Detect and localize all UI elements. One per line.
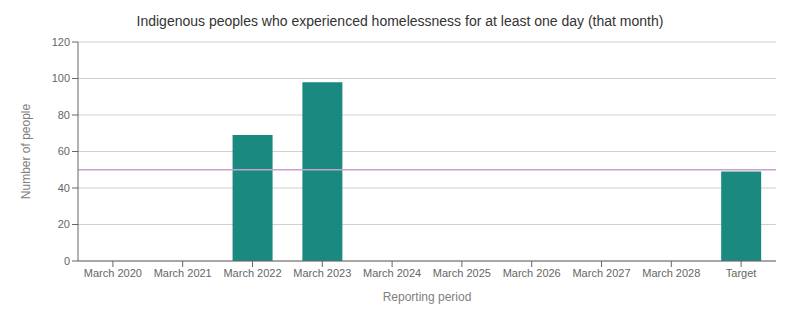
svg-text:March 2020: March 2020: [84, 267, 142, 279]
svg-text:March 2023: March 2023: [293, 267, 351, 279]
svg-text:Reporting period: Reporting period: [383, 290, 472, 304]
svg-text:March 2021: March 2021: [154, 267, 212, 279]
svg-text:0: 0: [64, 255, 70, 267]
svg-text:March 2026: March 2026: [503, 267, 561, 279]
svg-text:Target: Target: [726, 267, 757, 279]
svg-text:20: 20: [58, 218, 70, 230]
svg-text:80: 80: [58, 109, 70, 121]
svg-text:Number of people: Number of people: [19, 103, 33, 199]
svg-text:100: 100: [52, 72, 70, 84]
svg-text:120: 120: [52, 36, 70, 48]
svg-text:March 2028: March 2028: [642, 267, 700, 279]
svg-text:40: 40: [58, 182, 70, 194]
svg-text:March 2027: March 2027: [572, 267, 630, 279]
svg-text:March 2025: March 2025: [433, 267, 491, 279]
svg-text:March 2024: March 2024: [363, 267, 421, 279]
html-text:Indigenous peoples who experie: Indigenous peoples who experienced homel…: [136, 13, 664, 29]
svg-text:60: 60: [58, 145, 70, 157]
svg-text:March 2022: March 2022: [223, 267, 281, 279]
